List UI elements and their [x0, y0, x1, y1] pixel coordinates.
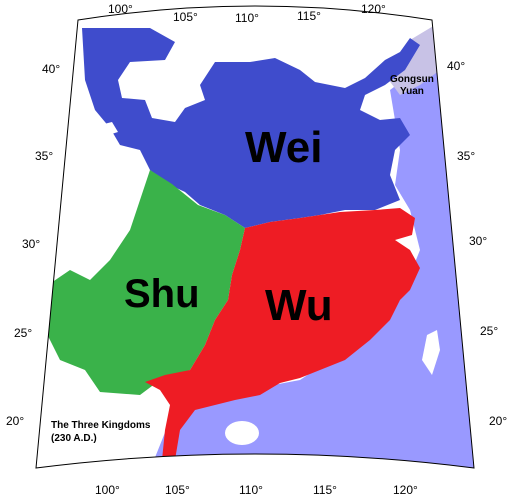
lat-tick-left-25: 25° [14, 326, 32, 340]
lat-tick-right-20: 20° [489, 414, 507, 428]
taiwan-island [422, 330, 440, 375]
lon-tick-top-100: 100° [108, 2, 133, 16]
lat-tick-left-35: 35° [35, 149, 53, 163]
lake [100, 122, 118, 136]
caption-date: (230 A.D.) [51, 433, 97, 444]
lon-tick-top-110: 110° [235, 11, 259, 25]
label-wu: Wu [265, 281, 333, 330]
lon-tick-bottom-120: 120° [393, 483, 418, 497]
lon-tick-top-105: 105° [173, 10, 198, 24]
lat-tick-right-30: 30° [469, 234, 487, 248]
lat-tick-left-20: 20° [6, 414, 24, 428]
lat-tick-right-25: 25° [480, 324, 498, 338]
wei-territory [82, 28, 420, 228]
lon-tick-top-120: 120° [361, 2, 386, 16]
shu-territory [45, 170, 245, 395]
gongsun-yuan-territory [385, 25, 445, 95]
sea [150, 60, 474, 468]
lon-tick-bottom-110: 110° [239, 483, 263, 497]
lon-tick-top-115: 115° [297, 9, 321, 23]
map-frame [35, 5, 475, 469]
lon-tick-bottom-105: 105° [165, 483, 190, 497]
label-gongsun-line1: Gongsun [390, 74, 434, 85]
lat-tick-left-30: 30° [22, 237, 40, 251]
caption-title: The Three Kingdoms [51, 420, 151, 431]
wu-territory [145, 208, 420, 460]
lon-tick-bottom-115: 115° [313, 483, 337, 497]
hainan-island [225, 421, 259, 445]
lat-tick-right-40: 40° [447, 59, 465, 73]
lat-tick-left-40: 40° [42, 62, 60, 76]
label-wei: Wei [245, 123, 322, 172]
label-shu: Shu [124, 272, 200, 316]
lat-tick-right-35: 35° [457, 149, 475, 163]
label-gongsun-line2: Yuan [400, 86, 424, 97]
lon-tick-bottom-100: 100° [95, 483, 120, 497]
